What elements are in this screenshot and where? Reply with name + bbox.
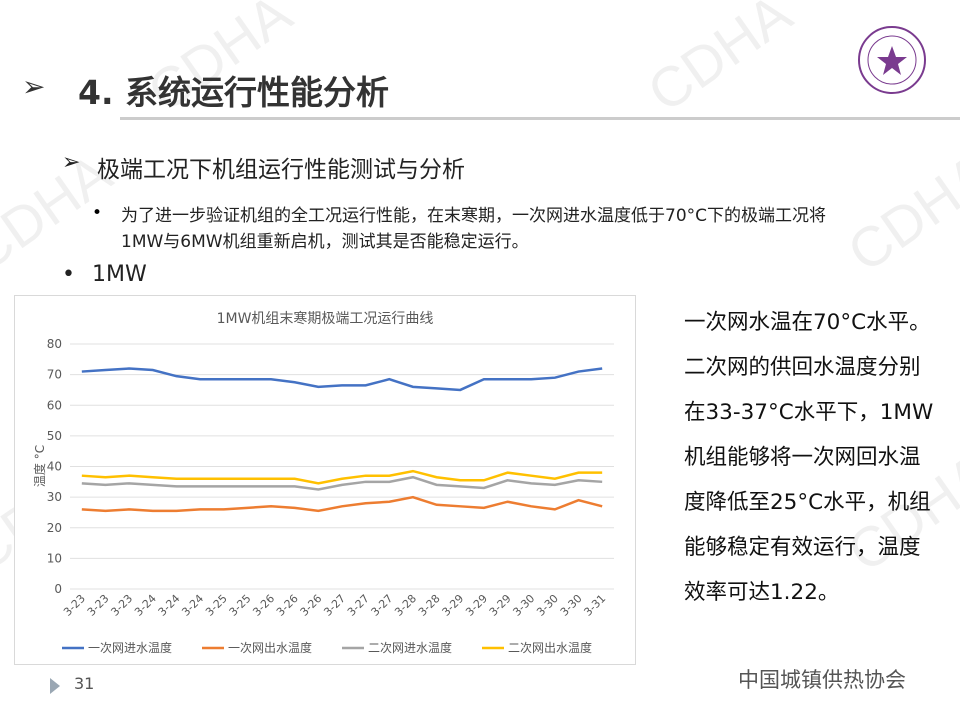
- side-text: 一次网水温在70°C水平。二次网的供回水温度分别在33-37°C水平下，1MW机…: [684, 310, 934, 605]
- y-tick-label: 50: [47, 429, 62, 443]
- footer: 中国城镇供热协会: [738, 668, 906, 692]
- chart-title: 1MW机组末寒期极端工况运行曲线: [217, 310, 434, 327]
- subheading: 极端工况下机组运行性能测试与分析: [97, 157, 465, 183]
- bullet-text: 为了进一步验证机组的全工况运行性能，在末寒期，一次网进水温度低于70°C下的极端…: [121, 206, 827, 252]
- logo: [858, 26, 926, 94]
- series-line: [81, 469, 603, 485]
- y-tick-label: 30: [47, 490, 62, 504]
- legend-label: 一次网进水温度: [88, 640, 172, 655]
- chart-frame: [14, 295, 636, 665]
- watermark: CDHA: [636, 0, 803, 124]
- legend-label: 二次网进水温度: [368, 640, 452, 655]
- y-tick-label: 20: [47, 521, 62, 535]
- y-tick-label: 10: [47, 551, 62, 565]
- title-rule: [120, 117, 960, 120]
- slide-title: 4. 系统运行性能分析: [78, 73, 389, 112]
- y-tick-label: 40: [47, 460, 62, 474]
- legend-label: 二次网出水温度: [508, 640, 592, 655]
- y-axis-label: 温度 °C: [32, 445, 47, 487]
- series-line: [81, 367, 603, 392]
- series-line: [81, 495, 603, 513]
- bullet-dot: •: [62, 262, 75, 287]
- bullet-arrow: ➢: [22, 70, 46, 103]
- watermark: CDHA: [836, 141, 960, 284]
- section-label: 1MW: [92, 262, 147, 287]
- legend-label: 一次网出水温度: [228, 640, 312, 655]
- y-tick-label: 80: [47, 337, 62, 351]
- page-marker: [50, 678, 60, 694]
- series-line: [81, 475, 603, 491]
- chart: 1MW机组末寒期极端工况运行曲线 温度 °C 0 10 20 30 40 50 60 70 80…: [14, 295, 636, 665]
- y-tick-label: 70: [47, 368, 62, 382]
- y-tick-label: 0: [54, 582, 62, 596]
- bullet-arrow: ➢: [62, 150, 81, 175]
- page-number: 31: [74, 674, 95, 693]
- bullet-dot: •: [92, 203, 103, 223]
- y-tick-label: 60: [47, 398, 62, 412]
